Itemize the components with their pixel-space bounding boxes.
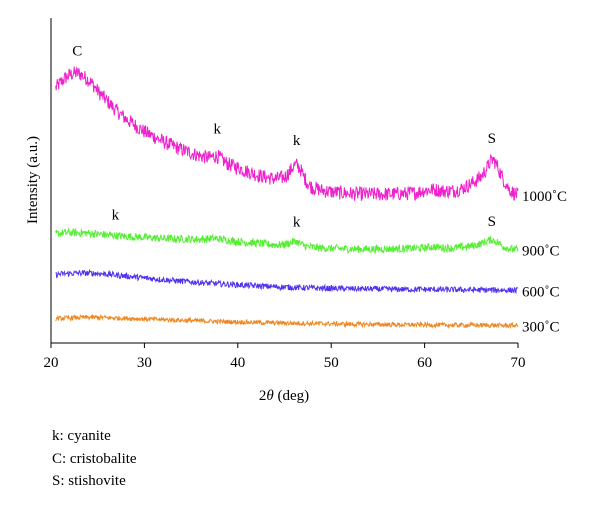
series-layer (55, 66, 519, 330)
x-tick-label-20: 20 (44, 355, 59, 371)
abbreviation-legend: k: cyanite C: cristobalite S: stishovite (52, 425, 137, 493)
legend-item-cristobalite: C: cristobalite (52, 450, 137, 467)
xrd-chart: 20 30 40 50 60 70 Ck k Sk k S 1000˚C 900˚C 600˚C 300… (25, 18, 567, 404)
series-line-600c (55, 268, 519, 295)
x-tick-label-60: 60 (417, 355, 432, 371)
x-tick-label-30: 30 (137, 355, 152, 371)
peak-label-k-1000-1: k (214, 121, 222, 137)
series-line-900c (55, 227, 519, 255)
peak-label-k-900-0: k (112, 208, 120, 224)
y-axis-label: Intensity (a.u.) (25, 136, 41, 224)
series-line-1000c (55, 66, 519, 201)
legend-item-cyanite: k: cyanite (52, 428, 111, 444)
series-line-300c (55, 313, 519, 330)
x-tick-layer: 20 30 40 50 60 70 (44, 343, 526, 371)
x-tick-label-70: 70 (511, 355, 526, 371)
series-name-layer: 1000˚C 900˚C 600˚C 300˚C (522, 189, 567, 335)
peak-label-layer: Ck k Sk k S (72, 43, 496, 230)
peak-label-s-900-2: S (488, 214, 496, 230)
peak-label-s-1000-3: S (488, 131, 496, 147)
peak-label-c-1000-0: C (72, 43, 82, 59)
peak-label-k-900-1: k (293, 215, 301, 231)
x-tick-label-40: 40 (230, 355, 245, 371)
x-tick-label-50: 50 (324, 355, 339, 371)
x-axis-label: 2θ (deg) (259, 388, 309, 404)
series-name-600c: 600˚C (522, 284, 560, 300)
axes-layer (50, 18, 518, 344)
series-name-1000c: 1000˚C (522, 189, 567, 205)
series-name-300c: 300˚C (522, 319, 560, 335)
peak-label-k-1000-2: k (293, 133, 301, 149)
series-name-900c: 900˚C (522, 244, 560, 260)
legend-item-stishovite: S: stishovite (52, 473, 126, 489)
